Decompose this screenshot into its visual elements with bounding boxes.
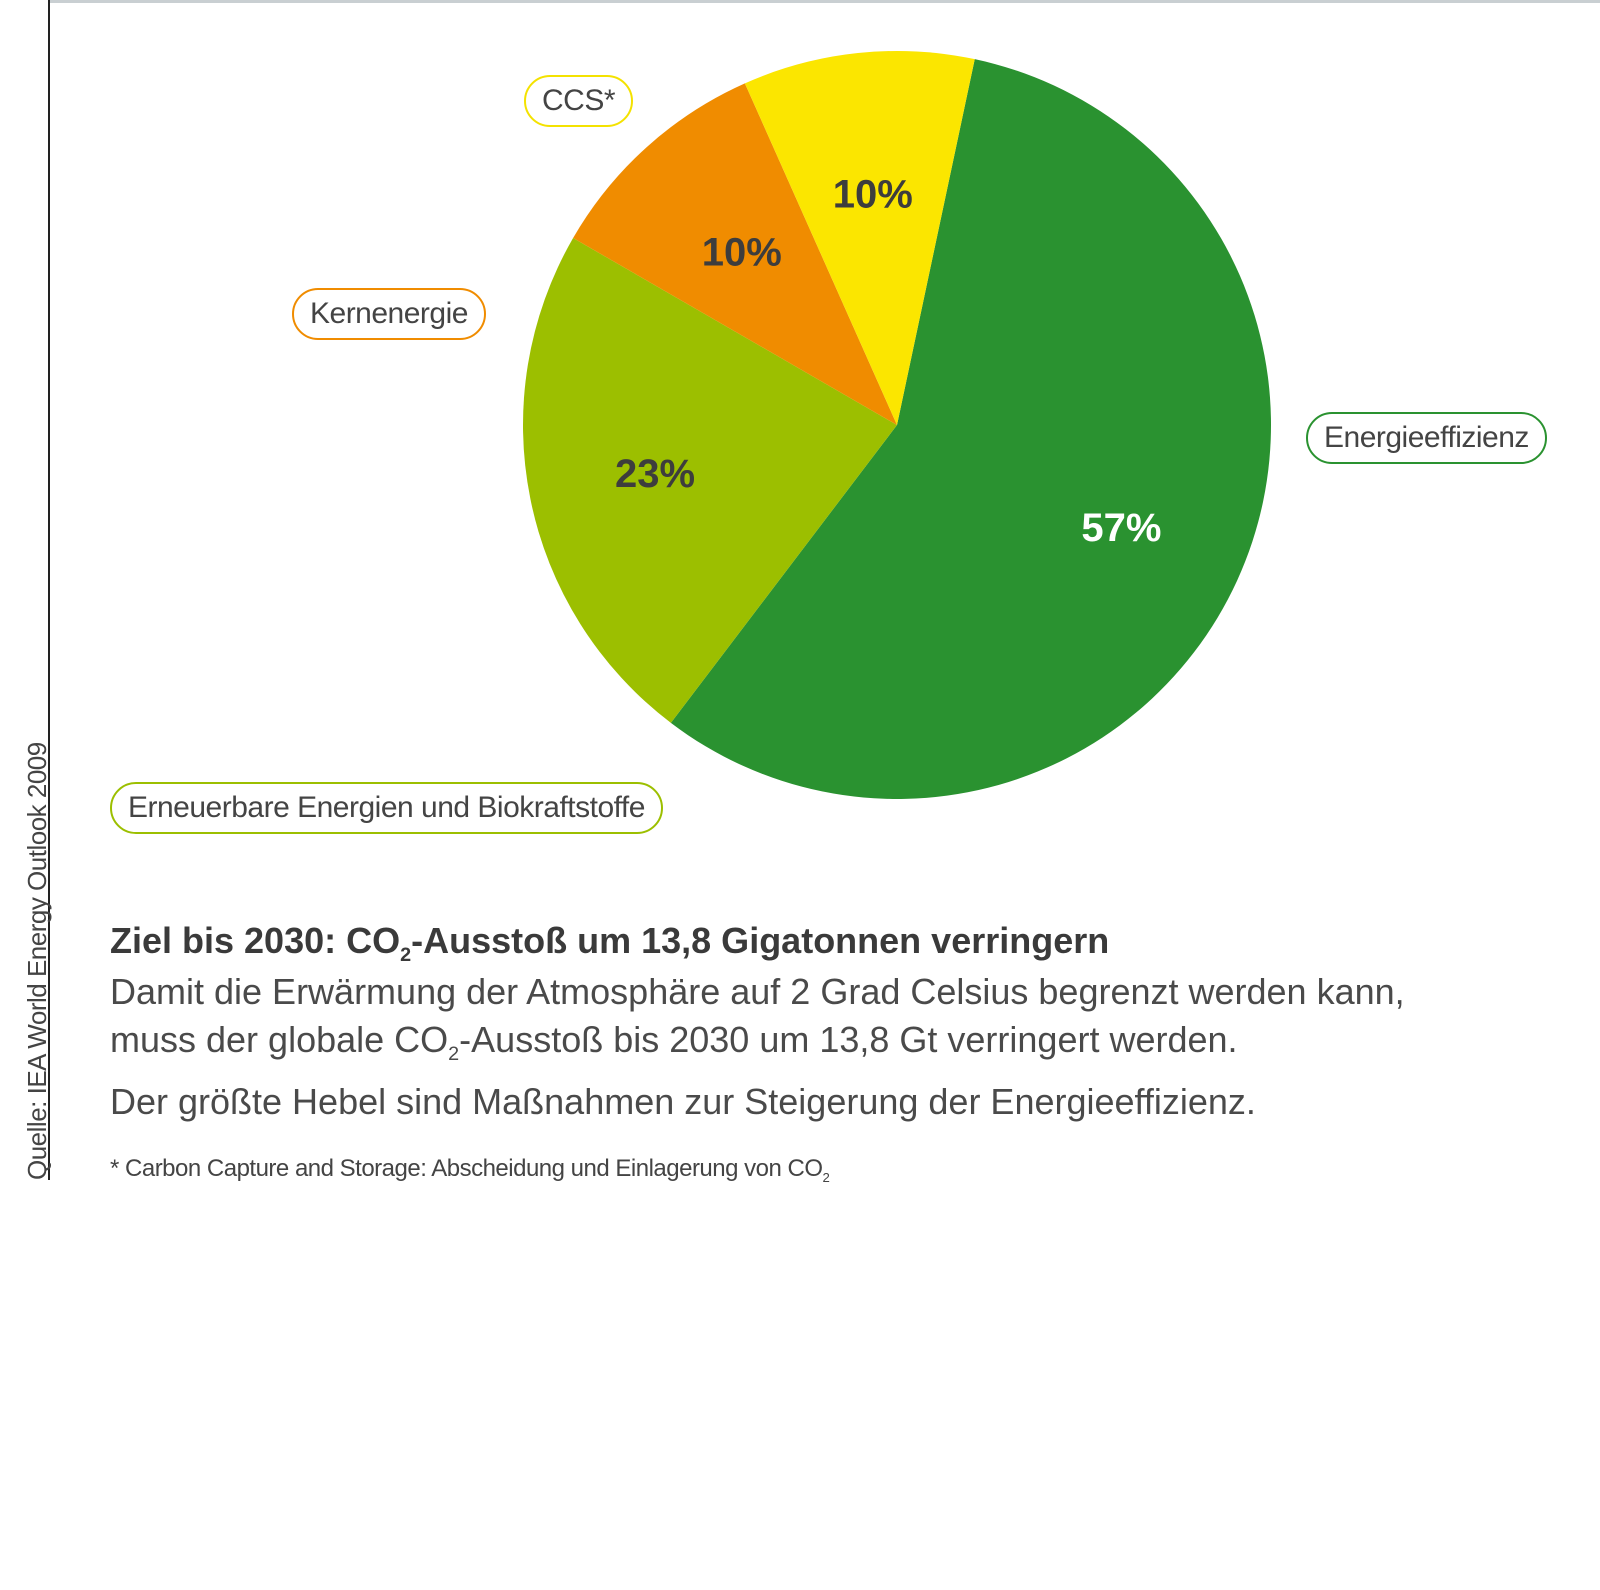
callout-kernenergie: Kernenergie xyxy=(292,288,486,340)
body-text: Damit die Erwärmung der Atmosphäre auf 2… xyxy=(110,968,1590,1126)
pie-slice-label-3: 10% xyxy=(833,172,913,216)
callout-energieeffizienz: Energieeffizienz xyxy=(1306,412,1547,464)
footnote-subscript: 2 xyxy=(822,1169,830,1185)
callout-ccs: CCS* xyxy=(524,75,634,127)
pie-slice-label-1: 23% xyxy=(615,452,695,496)
body-line-1: Damit die Erwärmung der Atmosphäre auf 2… xyxy=(110,971,1405,1012)
body-line-2-part1: muss der globale CO xyxy=(110,1019,449,1060)
headline-part2: -Ausstoß um 13,8 Gigatonnen verringern xyxy=(411,920,1110,961)
body-line-3: Der größte Hebel sind Maßnahmen zur Stei… xyxy=(110,1081,1256,1123)
pie-chart: 57% 23% 10% 10% xyxy=(523,51,1271,800)
headline-subscript: 2 xyxy=(400,944,412,967)
pie-slice-1 xyxy=(523,238,897,723)
footnote: * Carbon Capture and Storage: Abscheidun… xyxy=(110,1155,830,1185)
body-line-2: muss der globale CO2-Ausstoß bis 2030 um… xyxy=(110,1016,1590,1078)
left-rule xyxy=(48,0,50,1180)
headline: Ziel bis 2030: CO2-Ausstoß um 13,8 Gigat… xyxy=(110,920,1109,967)
pie-slice-label-0: 57% xyxy=(1081,506,1161,550)
pie-slice-label-2: 10% xyxy=(702,231,782,275)
body-line-2-part2: -Ausstoß bis 2030 um 13,8 Gt verringert … xyxy=(459,1019,1238,1060)
headline-part1: Ziel bis 2030: CO xyxy=(110,920,401,961)
pie-slice-2 xyxy=(573,83,897,426)
pie-slice-3 xyxy=(744,51,975,425)
pie-slice-0 xyxy=(670,59,1271,800)
callout-erneuerbare: Erneuerbare Energien und Biokraftstoffe xyxy=(110,782,663,834)
body-line-2-subscript: 2 xyxy=(448,1043,460,1066)
top-rule xyxy=(50,0,1600,3)
footnote-text: * Carbon Capture and Storage: Abscheidun… xyxy=(110,1155,823,1182)
